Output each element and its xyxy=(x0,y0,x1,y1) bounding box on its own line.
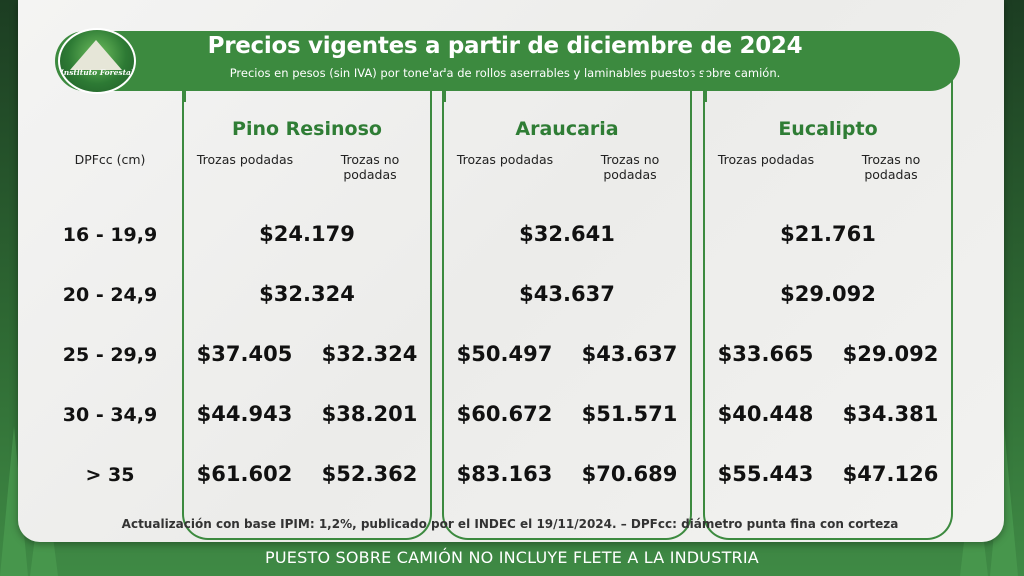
subheader-podadas: Trozas podadas xyxy=(456,152,554,167)
price-cell: $24.179 xyxy=(259,222,355,246)
price-cell: $43.637 xyxy=(519,282,615,306)
species-name: Pino Resinoso xyxy=(232,118,382,140)
price-cell: $52.362 xyxy=(321,462,418,486)
page-title: Precios vigentes a partir de diciembre d… xyxy=(207,33,803,59)
logo-text: Instituto Forestal xyxy=(60,68,134,77)
row-label: 25 - 29,9 xyxy=(62,344,158,366)
subheader-no-podadas: Trozas no podadas xyxy=(861,152,921,182)
price-cell: $51.571 xyxy=(581,402,678,426)
subheader-no-podadas: Trozas no podadas xyxy=(340,152,400,182)
footnote: Actualización con base IPIM: 1,2%, publi… xyxy=(121,517,899,531)
price-cell: $37.405 xyxy=(196,342,293,366)
price-cell: $32.324 xyxy=(259,282,355,306)
price-cell: $34.381 xyxy=(842,402,939,426)
species-column-frame xyxy=(442,72,692,540)
price-cell: $29.092 xyxy=(780,282,876,306)
price-cell: $47.126 xyxy=(842,462,939,486)
mountain-icon xyxy=(70,40,122,70)
price-cell: $43.637 xyxy=(581,342,678,366)
price-cell: $61.602 xyxy=(196,462,293,486)
price-cell: $32.324 xyxy=(321,342,418,366)
row-label: > 35 xyxy=(85,464,135,486)
subheader-podadas: Trozas podadas xyxy=(196,152,294,167)
price-cell: $83.163 xyxy=(456,462,553,486)
price-cell: $38.201 xyxy=(321,402,418,426)
price-cell: $40.448 xyxy=(717,402,814,426)
subheader-no-podadas: Trozas no podadas xyxy=(600,152,660,182)
price-cell: $50.497 xyxy=(456,342,553,366)
price-cell: $21.761 xyxy=(780,222,876,246)
price-cell: $55.443 xyxy=(717,462,814,486)
institute-logo: Instituto Forestal xyxy=(58,28,136,94)
bottom-banner: PUESTO SOBRE CAMIÓN NO INCLUYE FLETE A L… xyxy=(265,548,759,567)
species-name: Araucaria xyxy=(515,118,619,140)
price-cell: $33.665 xyxy=(717,342,814,366)
species-column-frame xyxy=(703,72,953,540)
price-cell: $60.672 xyxy=(456,402,553,426)
price-cell: $70.689 xyxy=(581,462,678,486)
row-label: 30 - 34,9 xyxy=(62,404,158,426)
page-subtitle: Precios en pesos (sin IVA) por tonelada … xyxy=(229,66,781,80)
price-cell: $44.943 xyxy=(196,402,293,426)
species-name: Eucalipto xyxy=(778,118,878,140)
row-header-label: DPFcc (cm) xyxy=(74,152,146,167)
subheader-podadas: Trozas podadas xyxy=(717,152,815,167)
species-column-frame xyxy=(182,72,432,540)
row-label: 16 - 19,9 xyxy=(62,224,158,246)
price-cell: $29.092 xyxy=(842,342,939,366)
price-cell: $32.641 xyxy=(519,222,615,246)
row-label: 20 - 24,9 xyxy=(62,284,158,306)
